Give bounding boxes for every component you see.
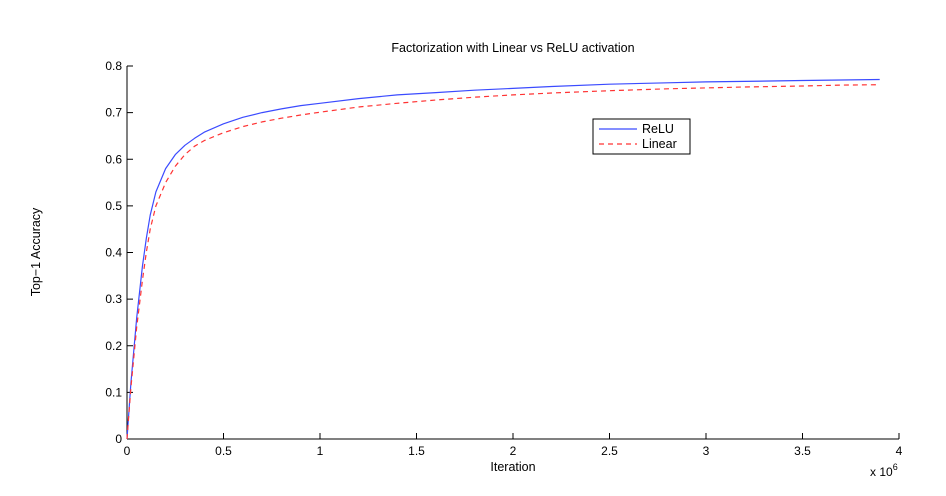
x-tick-label: 4 xyxy=(896,444,903,458)
y-tick-label: 0.4 xyxy=(105,246,122,260)
x-tick-label: 3 xyxy=(703,444,710,458)
x-tick-label: 1.5 xyxy=(408,444,425,458)
x-tick-label: 2.5 xyxy=(601,444,618,458)
legend-label-linear: Linear xyxy=(642,137,677,151)
y-tick-label: 0 xyxy=(115,432,122,446)
y-tick-label: 0.2 xyxy=(105,339,122,353)
series-line-relu xyxy=(126,78,880,440)
plot-area: 0 0.5 1 1.5 2 2.5 3 3.5 4 0 0.1 0.2 0.3 0.4 0.5 0.6 0.7 0… xyxy=(105,59,902,458)
y-tick-label: 0.1 xyxy=(105,385,122,399)
x-tick-label: 3.5 xyxy=(794,444,811,458)
chart-title: Factorization with Linear vs ReLU activa… xyxy=(391,41,634,55)
x-multiplier-base: x 10 xyxy=(870,465,893,479)
legend-label-relu: ReLU xyxy=(642,122,674,136)
y-tick-label: 0.6 xyxy=(105,152,122,166)
legend: ReLU Linear xyxy=(592,118,691,155)
x-tick-label: 0.5 xyxy=(215,444,232,458)
x-axis-label: Iteration xyxy=(490,460,535,474)
y-tick-label: 0.8 xyxy=(105,59,122,73)
y-tick-label: 0.5 xyxy=(105,199,122,213)
series-line-linear xyxy=(126,84,880,440)
y-tick-label: 0.3 xyxy=(105,292,122,306)
x-multiplier-exponent: 6 xyxy=(893,462,898,472)
x-tick-label: 0 xyxy=(124,444,131,458)
x-tick-label: 1 xyxy=(317,444,324,458)
x-tick-label: 2 xyxy=(510,444,517,458)
x-multiplier-label: x 106 xyxy=(870,462,898,479)
y-axis-label: Top−1 Accuracy xyxy=(29,207,43,296)
legend-box xyxy=(592,118,691,155)
y-tick-label: 0.7 xyxy=(105,106,122,120)
